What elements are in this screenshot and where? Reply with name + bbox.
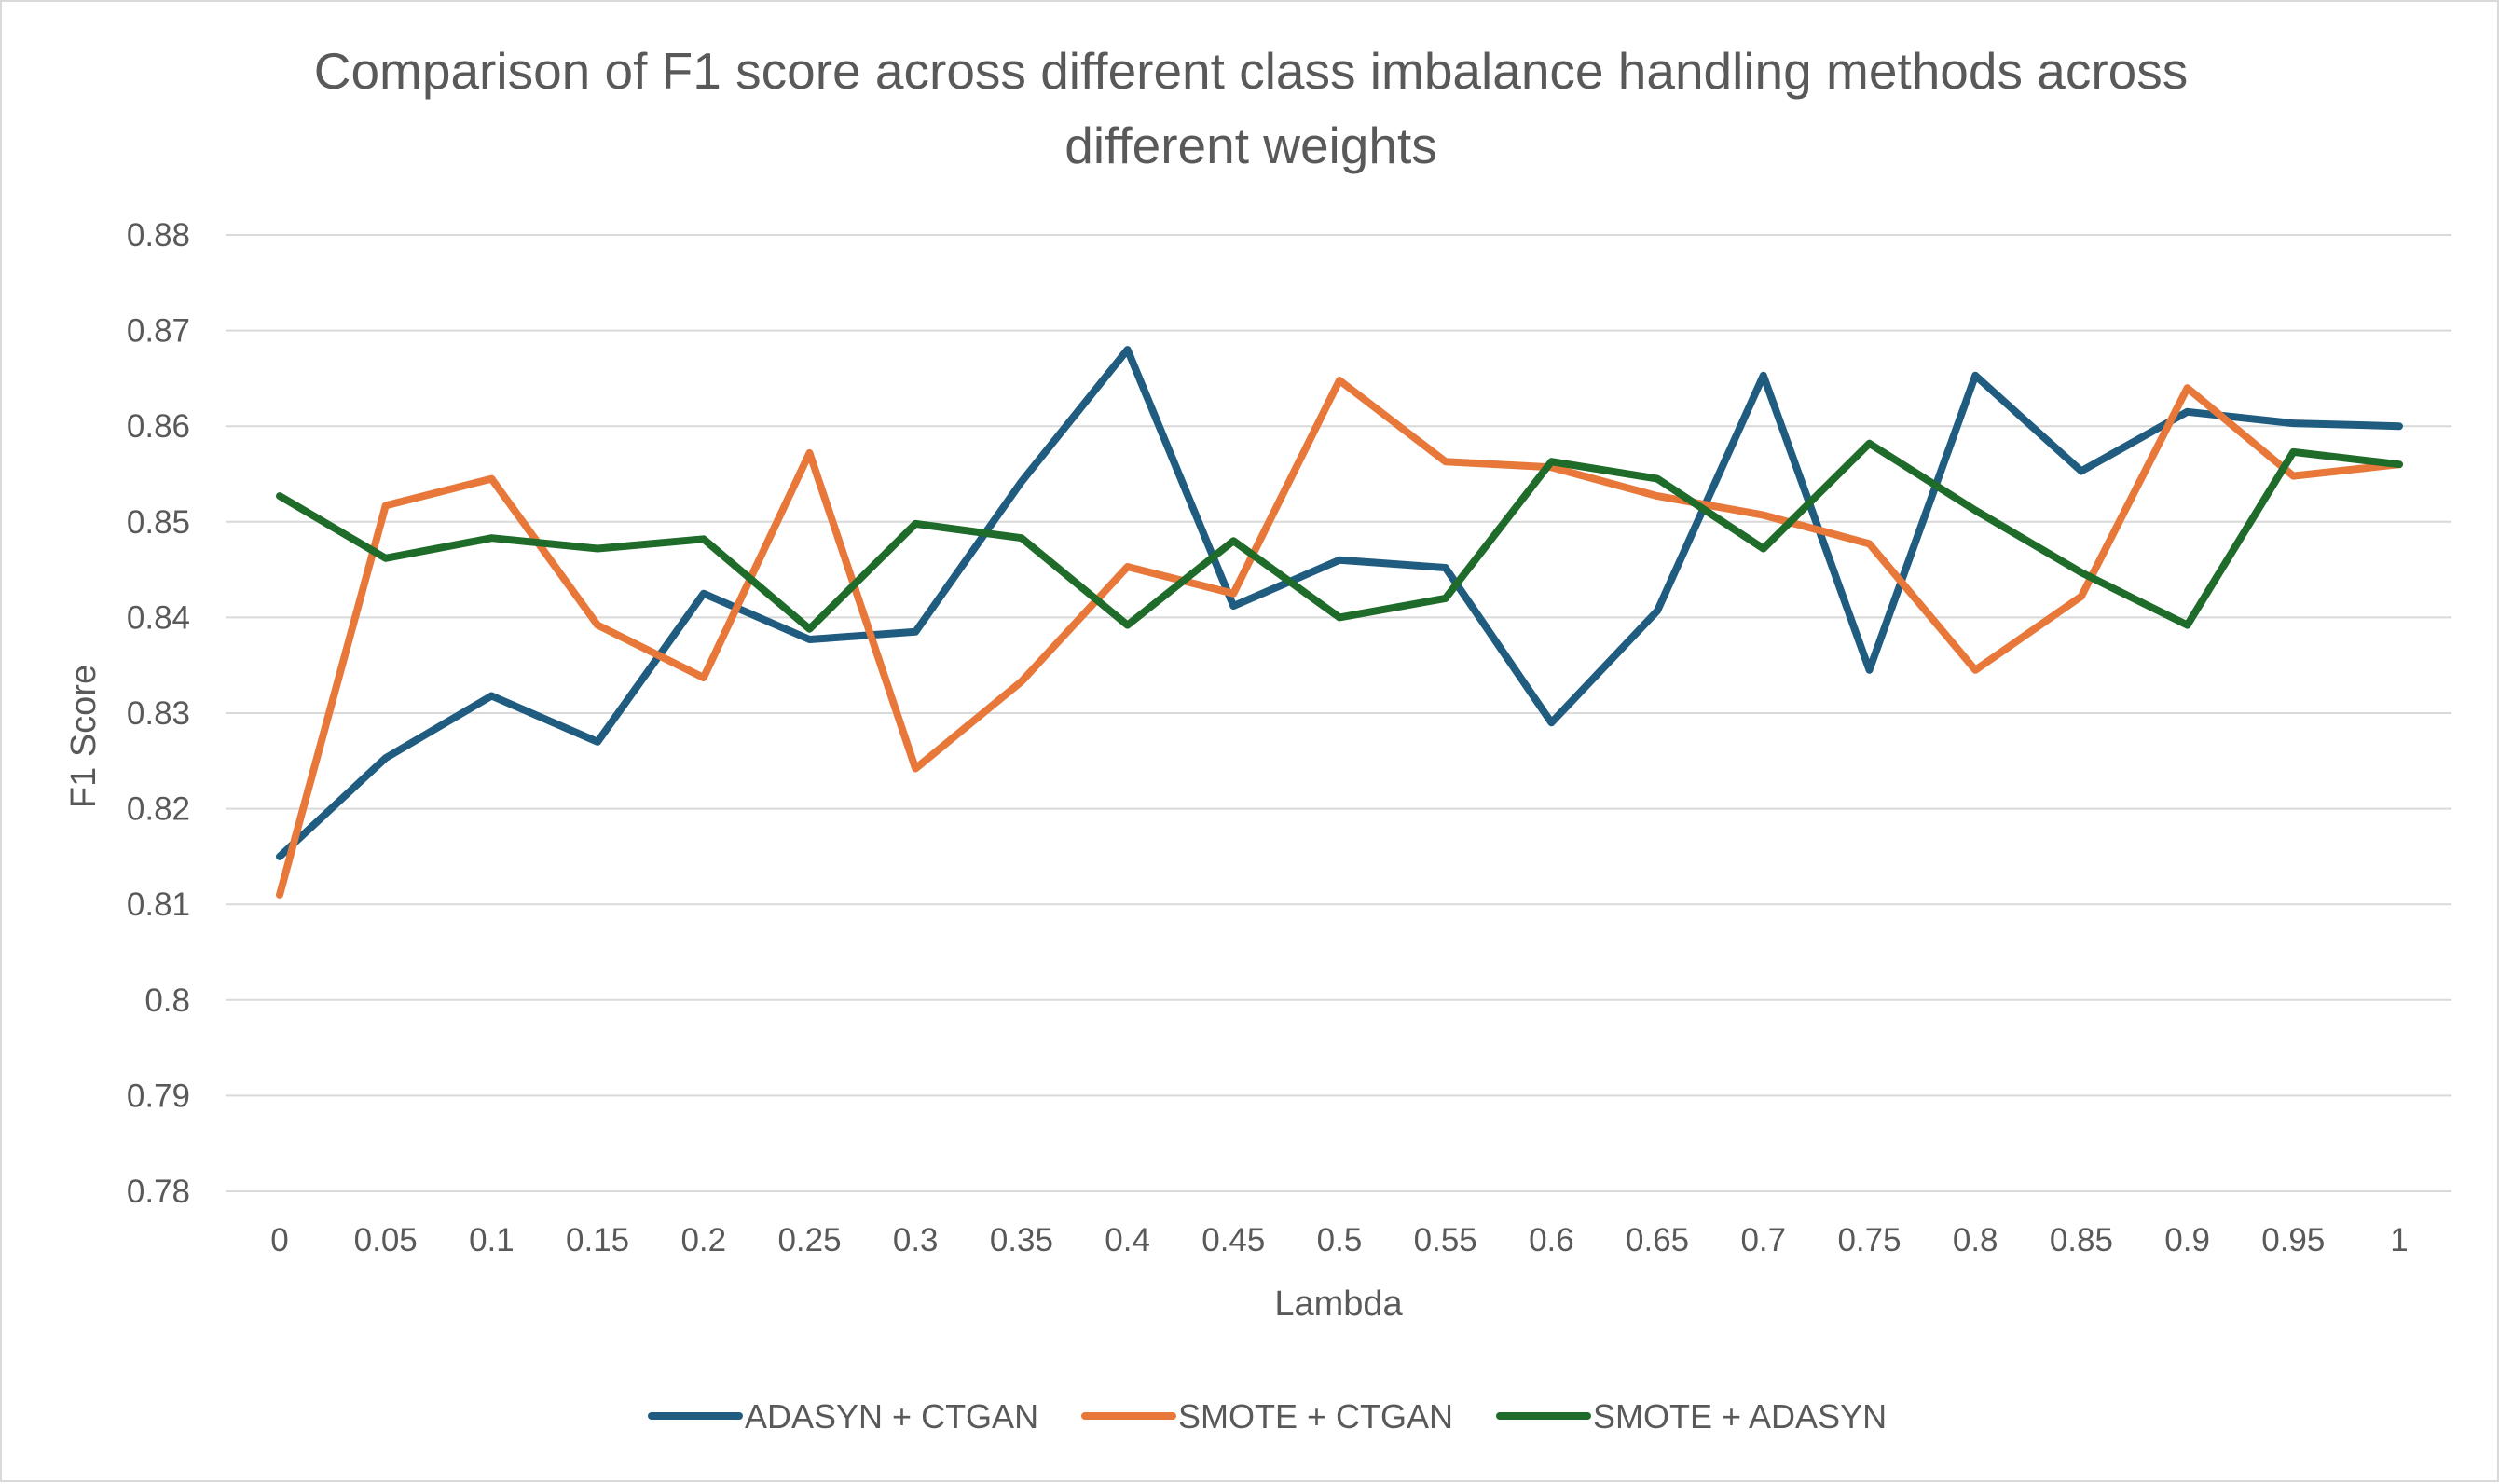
legend-label: ADASYN + CTGAN (745, 1397, 1038, 1436)
y-axis-ticks: 0.78 0.79 0.8 0.81 0.82 0.83 0.84 0.85 0.86 0.87 0… (127, 217, 190, 1210)
y-tick-label: 0.82 (127, 791, 190, 828)
x-tick-label: 0.7 (1740, 1222, 1786, 1258)
x-tick-label: 0.55 (1414, 1222, 1477, 1258)
x-tick-label: 0.9 (2164, 1222, 2210, 1258)
y-tick-label: 0.81 (127, 886, 190, 923)
y-tick-label: 0.8 (144, 982, 190, 1019)
y-tick-label: 0.87 (127, 313, 190, 350)
x-tick-label: 0.5 (1317, 1222, 1363, 1258)
x-tick-label: 0 (270, 1222, 288, 1258)
x-tick-label: 0.4 (1105, 1222, 1150, 1258)
x-tick-label: 0.95 (2261, 1222, 2325, 1258)
x-axis-ticks: 0 0.05 0.1 0.15 0.2 0.25 0.3 0.35 0.4 0.45 0.5 0.55… (270, 1222, 2408, 1258)
y-axis-title: F1 Score (64, 665, 103, 808)
x-tick-label: 0.8 (1953, 1222, 1998, 1258)
chart-title-line-2: different weights (1064, 117, 1437, 174)
x-tick-label: 0.6 (1529, 1222, 1574, 1258)
x-tick-label: 0.15 (566, 1222, 629, 1258)
x-axis-title: Lambda (1274, 1285, 1403, 1324)
y-tick-label: 0.86 (127, 408, 190, 445)
y-tick-label: 0.85 (127, 504, 190, 541)
series-lines (276, 346, 2403, 899)
x-tick-label: 0.85 (2050, 1222, 2113, 1258)
y-tick-label: 0.78 (127, 1174, 190, 1210)
x-tick-label: 0.25 (777, 1222, 841, 1258)
y-tick-label: 0.83 (127, 695, 190, 732)
x-tick-label: 0.05 (354, 1222, 418, 1258)
x-tick-label: 0.35 (990, 1222, 1053, 1258)
y-tick-label: 0.84 (127, 599, 190, 636)
x-tick-label: 0.1 (469, 1222, 515, 1258)
y-tick-label: 0.79 (127, 1078, 190, 1114)
series-line-1 (276, 377, 2403, 899)
legend-label: SMOTE + CTGAN (1178, 1397, 1453, 1436)
series-line-2 (276, 439, 2403, 633)
x-tick-label: 0.3 (893, 1222, 939, 1258)
x-tick-label: 0.2 (680, 1222, 726, 1258)
x-tick-label: 0.75 (1837, 1222, 1901, 1258)
x-tick-label: 0.65 (1626, 1222, 1689, 1258)
legend: ADASYN + CTGAN SMOTE + CTGAN SMOTE + ADASY… (648, 1397, 1887, 1436)
series-line-0 (276, 346, 2403, 860)
y-tick-label: 0.88 (127, 217, 190, 254)
x-tick-label: 1 (2390, 1222, 2408, 1258)
chart-title-line-1: Comparison of F1 score across different … (314, 42, 2189, 100)
legend-label: SMOTE + ADASYN (1593, 1397, 1887, 1436)
x-tick-label: 0.45 (1201, 1222, 1265, 1258)
